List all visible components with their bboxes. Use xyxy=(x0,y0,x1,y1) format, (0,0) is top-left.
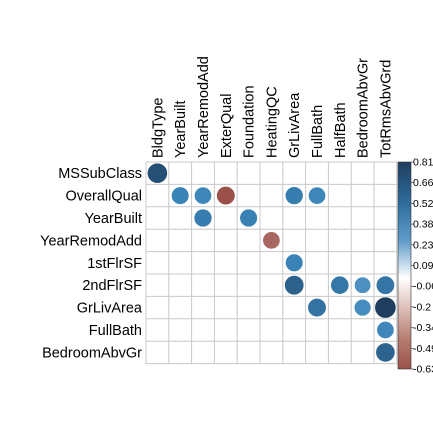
cell-circle xyxy=(216,186,236,206)
cell-circle xyxy=(307,298,327,318)
colorbar-tick-label: 0.09 xyxy=(413,260,433,272)
colorbar-tick-label: -0.49 xyxy=(413,343,433,355)
column-label: BedroomAbvGr xyxy=(356,58,372,158)
colorbar-tick-label: 0.38 xyxy=(413,219,433,231)
cell-circle xyxy=(194,186,212,205)
cell-circle xyxy=(262,231,281,250)
cell-circle xyxy=(284,275,305,296)
cell-circle xyxy=(285,253,304,272)
colorbar-tick-label: 0.81 xyxy=(413,157,433,169)
cell-circle xyxy=(354,276,372,294)
colorbar-tick-label: -0.34 xyxy=(413,322,433,334)
column-label: YearRemodAdd xyxy=(196,56,212,158)
cell-circle xyxy=(284,186,304,205)
colorbar-gradient xyxy=(397,161,412,370)
cell-circle xyxy=(374,296,397,319)
row-labels: MSSubClass OverallQual YearBuilt YearRemodA… xyxy=(40,166,143,361)
colorbar-tick-label: -0.63 xyxy=(413,364,433,376)
row-label: FullBath xyxy=(89,323,142,339)
colorbar-tick-label: 0.66 xyxy=(413,177,433,189)
row-label: 1stFlrSF xyxy=(87,256,142,272)
column-label: YearBuilt xyxy=(173,100,189,158)
cell-circle xyxy=(376,321,395,339)
column-label: FullBath xyxy=(310,105,326,158)
row-label: GrLivArea xyxy=(77,301,143,317)
cell-circle xyxy=(146,162,168,184)
column-label: HeatingQC xyxy=(264,86,280,158)
cell-circle xyxy=(193,208,213,228)
row-label: 2ndFlrSF xyxy=(82,278,142,294)
row-label: MSSubClass xyxy=(58,166,142,182)
colorbar-tick-label: -0.06 xyxy=(413,281,433,293)
colorbar-tick-label: 0.52 xyxy=(413,198,433,210)
cells xyxy=(146,162,397,363)
column-label: TotRmsAbvGrd xyxy=(378,60,394,158)
column-labels: BldgType YearBuilt YearRemodAdd ExterQual Fo… xyxy=(150,56,394,158)
cell-circle xyxy=(375,275,395,295)
cell-circle xyxy=(239,208,258,228)
colorbar: 0.81 0.66 0.52 0.38 0.23 0.09 -0.06 -0.2 -0.34 -0… xyxy=(397,157,433,376)
row-label: OverallQual xyxy=(65,189,142,205)
cell-circle xyxy=(171,186,190,205)
column-label: Foundation xyxy=(242,85,258,158)
column-label: HalfBath xyxy=(333,102,349,158)
row-label: YearBuilt xyxy=(84,211,142,227)
colorbar-tick-label: -0.2 xyxy=(413,301,431,313)
column-label: BldgType xyxy=(150,98,166,158)
cell-circle xyxy=(330,275,350,295)
cell-circle xyxy=(353,298,372,317)
cell-circle xyxy=(308,186,326,205)
column-label: GrLivArea xyxy=(287,92,303,158)
column-label: ExterQual xyxy=(219,94,235,158)
row-label: YearRemodAdd xyxy=(40,233,142,249)
grid xyxy=(145,161,398,365)
row-label: BedroomAbvGr xyxy=(42,345,142,361)
colorbar-tick-label: 0.23 xyxy=(413,239,433,251)
cell-circle xyxy=(375,342,396,363)
